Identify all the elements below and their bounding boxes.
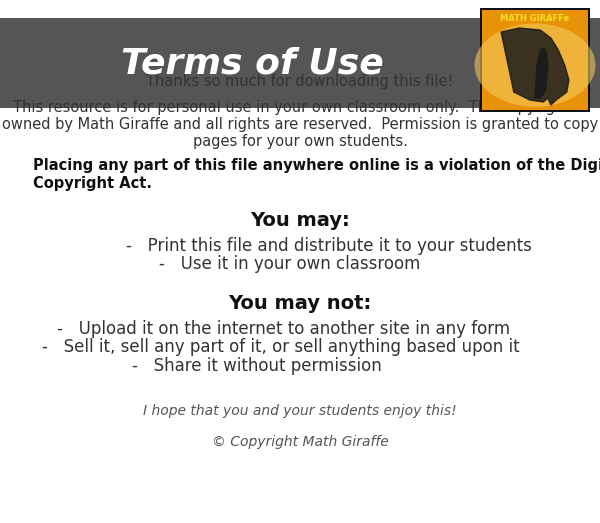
Bar [482,10,588,110]
Bar [0,18,600,108]
Text: This resource is for personal use in your own classroom only.  The copyright is
: This resource is for personal use in you… [2,99,598,150]
Text: Thanks so much for downloading this file!: Thanks so much for downloading this file… [146,74,454,88]
Text: Placing any part of this file anywhere online is a violation of the Digital Mill: Placing any part of this file anywhere o… [33,158,600,191]
Text: You may:: You may: [250,211,350,230]
Bar [480,8,590,112]
Text: -   Upload it on the internet to another site in any form: - Upload it on the internet to another s… [57,320,510,338]
Text: -   Sell it, sell any part of it, or sell anything based upon it: - Sell it, sell any part of it, or sell … [42,338,520,356]
Text: -   Use it in your own classroom: - Use it in your own classroom [159,255,421,272]
Text: MATH GIRAFFe: MATH GIRAFFe [500,14,569,23]
Ellipse shape [475,24,595,107]
Polygon shape [535,48,548,98]
Polygon shape [501,28,569,105]
Text: © Copyright Math Giraffe: © Copyright Math Giraffe [212,435,388,449]
Text: Terms of Use: Terms of Use [121,46,383,80]
Text: You may not:: You may not: [229,294,371,313]
Text: I hope that you and your students enjoy this!: I hope that you and your students enjoy … [143,404,457,417]
Text: -   Print this file and distribute it to your students: - Print this file and distribute it to y… [126,237,532,255]
Text: -   Share it without permission: - Share it without permission [132,357,382,374]
